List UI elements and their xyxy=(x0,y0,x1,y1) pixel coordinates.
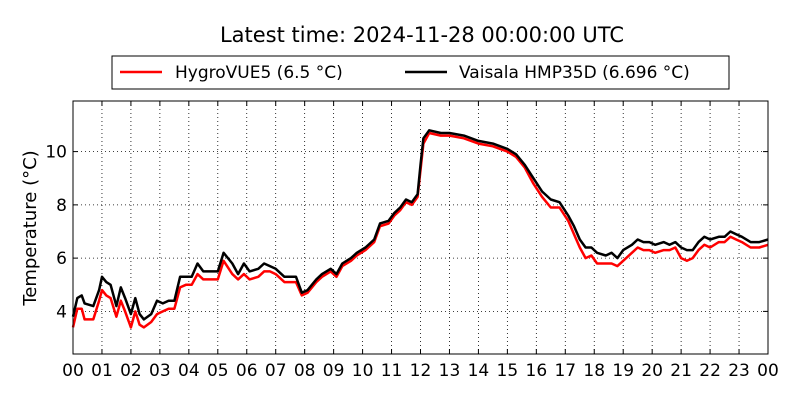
x-tick-label: 20 xyxy=(641,361,663,381)
y-tick-label: 4 xyxy=(56,302,67,322)
y-tick-label: 8 xyxy=(56,196,67,216)
x-tick-label: 00 xyxy=(757,361,779,381)
x-tick-label: 02 xyxy=(120,361,142,381)
x-tick-label: 04 xyxy=(178,361,200,381)
y-tick-label: 6 xyxy=(56,249,67,269)
x-tick-label: 08 xyxy=(294,361,316,381)
series-lines xyxy=(71,129,769,329)
x-tick-label: 13 xyxy=(439,361,461,381)
x-tick-label: 22 xyxy=(699,361,721,381)
x-tick-label: 09 xyxy=(323,361,345,381)
legend: HygroVUE5 (6.5 °C) Vaisala HMP35D (6.696… xyxy=(111,55,730,90)
x-tick-label: 07 xyxy=(265,361,287,381)
x-tick-label: 12 xyxy=(410,361,432,381)
y-tick-label: 10 xyxy=(45,143,67,163)
x-tick-label: 01 xyxy=(91,361,113,381)
x-tick-label: 14 xyxy=(468,361,490,381)
x-tick-label: 15 xyxy=(497,361,519,381)
x-tick-label: 16 xyxy=(526,361,548,381)
series-line-hygrovue5 xyxy=(71,131,769,329)
x-tick-label: 23 xyxy=(728,361,750,381)
x-tick-label: 17 xyxy=(554,361,576,381)
legend-label-hygrovue5: HygroVUE5 (6.5 °C) xyxy=(175,63,343,83)
x-tick-label: 11 xyxy=(381,361,403,381)
x-tick-label: 18 xyxy=(583,361,605,381)
chart-title: Latest time: 2024-11-28 00:00:00 UTC xyxy=(220,23,624,47)
plot-frame xyxy=(72,100,769,355)
legend-label-vaisala: Vaisala HMP35D (6.696 °C) xyxy=(459,63,690,83)
y-axis-label: Temperature (°C) xyxy=(20,150,41,306)
x-tick-label: 05 xyxy=(207,361,229,381)
series-line-vaisala xyxy=(71,129,769,321)
x-tick-label: 06 xyxy=(236,361,258,381)
x-tick-label: 03 xyxy=(149,361,171,381)
ticks: 00 01 02 03 04 05 06 07 08 09 10 11 12 13 14 15 16 17 18 19… xyxy=(45,101,779,381)
x-tick-label: 10 xyxy=(352,361,374,381)
x-tick-label: 00 xyxy=(62,361,84,381)
grid xyxy=(73,101,768,354)
x-tick-label: 21 xyxy=(670,361,692,381)
x-tick-label: 19 xyxy=(612,361,634,381)
